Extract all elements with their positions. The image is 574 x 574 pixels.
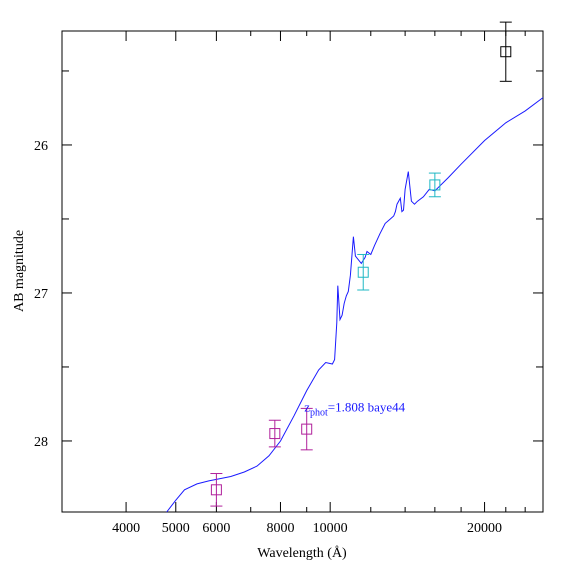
x-tick-label: 4000: [112, 521, 140, 536]
x-tick-label: 8000: [266, 521, 294, 536]
data-marker: [301, 423, 313, 435]
data-marker: [210, 484, 222, 496]
photometric-redshift-annotation: zphot=1.808 baye44: [304, 399, 405, 418]
axis-ticks: [61, 31, 544, 512]
photometry-point: [499, 21, 512, 82]
model-template-curve: [166, 97, 544, 513]
y-tick-label: 27: [34, 287, 48, 302]
photometry-point: [428, 172, 441, 198]
z-subscript: phot: [310, 407, 328, 418]
data-marker: [357, 266, 369, 278]
data-marker: [429, 179, 441, 191]
y-tick-label: 26: [34, 139, 48, 154]
photometry-point: [268, 419, 281, 448]
x-axis-title: Wavelength (Å): [257, 545, 347, 561]
photometry-points: [210, 21, 512, 507]
z-symbol: z: [304, 399, 310, 414]
y-tick-labels: 26 27 28: [34, 139, 48, 450]
y-tick-label: 28: [34, 435, 48, 450]
photometry-point: [210, 473, 223, 507]
data-marker: [269, 428, 281, 440]
photometry-point: [357, 253, 370, 291]
photometry-point: [300, 407, 313, 451]
x-tick-label: 20000: [467, 521, 502, 536]
plot-frame: [61, 30, 544, 513]
x-tick-label: 10000: [313, 521, 348, 536]
annotation-text: =1.808 baye44: [328, 399, 406, 414]
x-tick-label: 6000: [202, 521, 230, 536]
x-tick-labels: 4000 5000 6000 8000 10000 20000: [112, 521, 502, 536]
x-tick-label: 5000: [162, 521, 190, 536]
y-axis-title: AB magnitude: [12, 230, 27, 312]
data-marker: [500, 46, 512, 58]
